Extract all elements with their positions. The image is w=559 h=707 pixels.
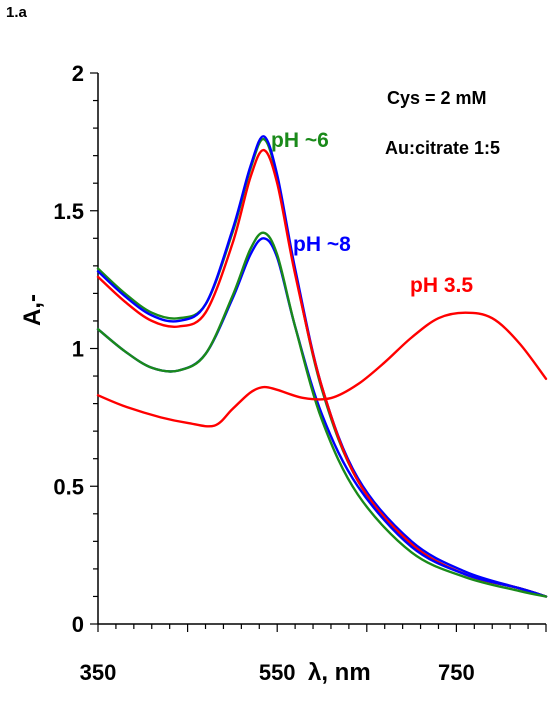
y-tick-label: 0 bbox=[72, 612, 84, 637]
y-tick-label: 0.5 bbox=[53, 474, 84, 499]
axes bbox=[90, 72, 547, 632]
annotation-ratio: Au:citrate 1:5 bbox=[385, 138, 500, 158]
y-tick-label: 2 bbox=[72, 61, 84, 86]
series-label-ph6: pH ~6 bbox=[271, 129, 329, 152]
x-tick-label: 750 bbox=[438, 660, 475, 685]
y-tick-label: 1 bbox=[72, 337, 84, 362]
spectrum-line-0 bbox=[96, 137, 548, 598]
series-label-ph35: pH 3.5 bbox=[410, 274, 473, 297]
spectrum-line-5 bbox=[96, 311, 548, 428]
panel-label: 1.a bbox=[6, 4, 27, 21]
y-axis-label: A,- bbox=[19, 294, 46, 326]
x-tick-label: 550 bbox=[259, 660, 296, 685]
x-axis-label: λ, nm bbox=[308, 659, 371, 686]
annotation-concentration: Cys = 2 mM bbox=[387, 88, 487, 108]
spectrum-line-2 bbox=[96, 148, 548, 598]
series-label-ph8: pH ~8 bbox=[293, 233, 351, 256]
series-lines bbox=[96, 135, 548, 598]
tick-labels: 0 0.5 1 1.5 2 350 550 750 bbox=[53, 61, 474, 685]
spectrum-line-4 bbox=[96, 231, 548, 598]
x-tick-label: 350 bbox=[80, 660, 117, 685]
spectrum-line-1 bbox=[96, 135, 548, 598]
y-tick-label: 1.5 bbox=[53, 199, 84, 224]
